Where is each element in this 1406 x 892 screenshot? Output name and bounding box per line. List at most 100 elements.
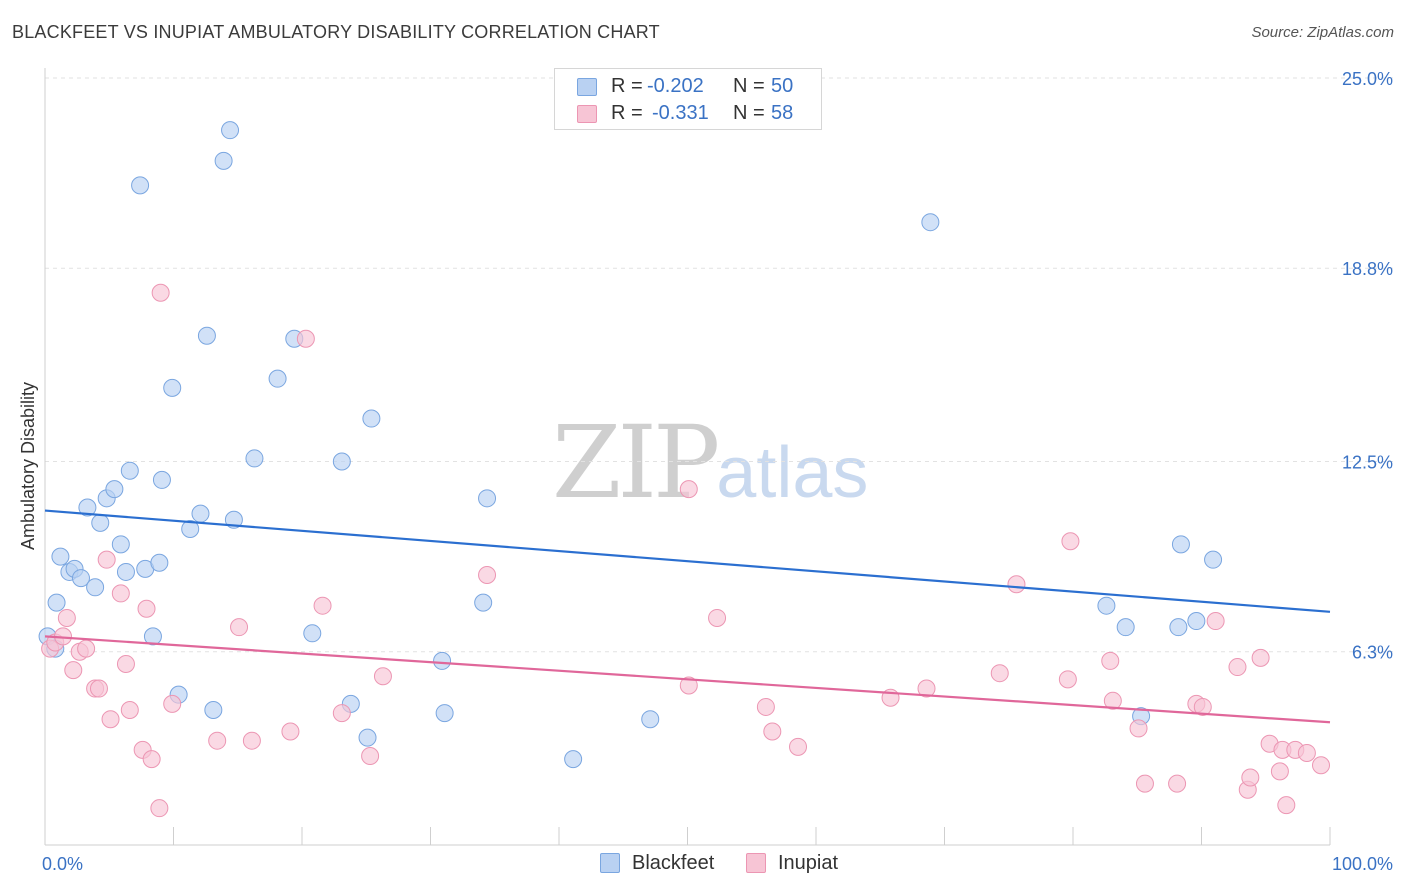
watermark-atlas: atlas [716, 433, 869, 513]
data-point [214, 151, 233, 170]
data-point [1101, 651, 1120, 670]
data-point [332, 704, 351, 723]
y-tick-label: 18.8% [1342, 259, 1393, 279]
data-point [1097, 596, 1116, 615]
pink-swatch [746, 853, 766, 873]
pink-swatch [577, 105, 597, 123]
data-point [120, 461, 139, 480]
data-point [708, 608, 727, 627]
data-point [358, 728, 377, 747]
data-point [163, 378, 182, 397]
data-point [362, 409, 381, 428]
axes [44, 68, 1331, 846]
data-point [101, 710, 120, 729]
data-point [105, 480, 124, 499]
data-point [97, 550, 116, 569]
data-point [474, 593, 493, 612]
data-point [1312, 756, 1331, 775]
data-point [150, 553, 169, 572]
data-point [921, 213, 940, 232]
data-point [478, 489, 497, 508]
data-point [151, 283, 170, 302]
data-point [204, 701, 223, 720]
data-point [296, 329, 315, 348]
y-tick-label: 25.0% [1342, 69, 1393, 89]
data-point [1228, 658, 1247, 677]
data-point [150, 799, 169, 818]
data-point [435, 704, 454, 723]
chart-title: BLACKFEET VS INUPIAT AMBULATORY DISABILI… [12, 22, 660, 42]
data-point [143, 627, 162, 646]
n-label: N = [733, 75, 765, 97]
data-point [111, 584, 130, 603]
n-label: N = [733, 102, 765, 124]
trend-lines [44, 509, 1331, 724]
source-label: Source: ZipAtlas.com [1251, 24, 1394, 41]
data-point [1129, 719, 1148, 738]
data-point [86, 578, 105, 597]
data-point [163, 694, 182, 713]
data-point [917, 679, 936, 698]
blue-swatch [600, 853, 620, 873]
data-point [120, 701, 139, 720]
gridlines [45, 77, 1395, 653]
data-point [1171, 535, 1190, 554]
legend-label: Inupiat [778, 852, 839, 874]
tick-labels: 6.3% 12.5% 18.8% 25.0% 0.0% 100.0% [42, 69, 1393, 874]
data-point [116, 562, 135, 581]
data-point [137, 599, 156, 618]
data-point [71, 569, 90, 588]
inupiat-points [41, 283, 1331, 818]
data-point [142, 750, 161, 769]
data-point [1168, 774, 1187, 793]
data-point [131, 176, 150, 195]
blue-swatch [577, 78, 597, 96]
data-point [57, 608, 76, 627]
data-point [990, 664, 1009, 683]
data-point [281, 722, 300, 741]
data-point [361, 747, 380, 766]
data-point [197, 326, 216, 345]
legend-label: Blackfeet [632, 852, 715, 874]
data-point [47, 593, 66, 612]
data-point [679, 676, 698, 695]
n-value: 58 [771, 102, 794, 124]
data-point [152, 470, 171, 489]
x-tick-label: 100.0% [1332, 854, 1393, 874]
data-point [641, 710, 660, 729]
trend-line [44, 509, 1331, 613]
trend-line [44, 635, 1331, 724]
data-point [245, 449, 264, 468]
data-point [332, 452, 351, 471]
data-point [1251, 648, 1270, 667]
data-point [1193, 697, 1212, 716]
data-point [242, 731, 261, 750]
data-point [91, 513, 110, 532]
data-point [78, 498, 97, 517]
data-point [89, 679, 108, 698]
y-tick-label: 12.5% [1342, 453, 1393, 473]
data-point [373, 667, 392, 686]
data-point [1058, 670, 1077, 689]
data-point [313, 596, 332, 615]
data-point [756, 697, 775, 716]
y-tick-label: 6.3% [1352, 643, 1393, 663]
data-point [679, 480, 698, 499]
data-point [64, 661, 83, 680]
n-value: 50 [771, 75, 794, 97]
y-axis-label: Ambulatory Disability [18, 381, 38, 550]
r-value: -0.202 [647, 75, 704, 97]
r-label: R = [611, 75, 643, 97]
data-point [1204, 550, 1223, 569]
data-point [1116, 618, 1135, 637]
r-label: R = [611, 102, 643, 124]
data-point [433, 651, 452, 670]
data-point [111, 535, 130, 554]
data-point [789, 737, 808, 756]
watermark: ZIPatlas [552, 404, 868, 521]
data-point [763, 722, 782, 741]
data-point [268, 369, 287, 388]
data-point [1270, 762, 1289, 781]
data-point [1187, 612, 1206, 631]
data-point [116, 654, 135, 673]
